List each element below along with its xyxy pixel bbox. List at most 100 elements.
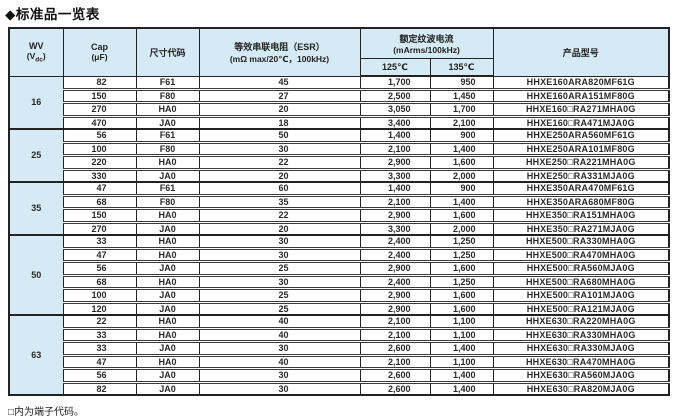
- product-model-value: HHXE630□RA470MHA0G: [492, 353, 670, 369]
- table-row: 33 JA0 30 2,600 1,400 HHXE630□RA330MJA0G: [9, 340, 670, 355]
- size-code-value: HA0: [135, 273, 200, 289]
- ripple-135-value: 1,600: [429, 300, 494, 315]
- ripple-125-value: 2,600: [359, 380, 431, 395]
- cap-value: 22: [62, 314, 137, 328]
- esr-value: 40: [198, 326, 361, 342]
- ripple-125-value: 2,600: [359, 340, 431, 355]
- product-model-value: HHXE630□RA820MJA0G: [492, 380, 670, 395]
- product-model-value: HHXE160□RA271MHA0G: [492, 101, 670, 116]
- ripple-header-line2: (mArms/100kHz): [393, 45, 460, 55]
- wv-header-line2: (Vdc): [26, 50, 46, 64]
- ripple-135-value: 1,450: [429, 87, 494, 103]
- cap-value: 150: [62, 87, 137, 103]
- table-row: 270 HA0 20 3,050 1,700 HHXE160□RA271MHA0G: [9, 101, 670, 116]
- table-row: 220 HA0 22 2,900 1,600 HHXE250□RA221MHA0G: [9, 154, 670, 169]
- ripple-135-value: 1,250: [429, 273, 494, 289]
- col-header-size: 尺寸代码: [135, 27, 200, 77]
- ripple-135-value: 1,400: [429, 367, 494, 382]
- ripple-135-value: 1,600: [429, 154, 494, 169]
- size-code-value: F61: [135, 76, 200, 89]
- table-row: 16 82 F61 45 1,700 950 HHXE160ARA820MF61G: [8, 76, 670, 129]
- ripple-135-value: 2,000: [429, 220, 494, 235]
- table-header: WV (Vdc) Cap (μF) 尺寸代码 等效串联电阻（ESR） (mΩ m…: [8, 27, 670, 77]
- ripple-125-value: 2,600: [359, 367, 431, 382]
- ripple-125-value: 2,100: [359, 193, 431, 209]
- esr-value: 30: [198, 380, 361, 395]
- table-row: 47 HA0 40 2,100 1,100 HHXE630□RA470MHA0G: [9, 353, 670, 369]
- size-code-value: HA0: [135, 326, 200, 342]
- table-row: 68 F80 35 2,100 1,400 HHXE350ARA680MF80G: [9, 193, 670, 209]
- size-code-value: JA0: [135, 167, 200, 182]
- cap-value: 56: [62, 260, 137, 275]
- size-code-value: JA0: [135, 300, 200, 315]
- product-model-value: HHXE500□RA560MJA0G: [492, 260, 670, 275]
- table-row: 25 56 F61 50 1,400 900 HHXE250ARA560MF61G: [8, 128, 670, 182]
- product-model-value: HHXE630□RA330MHA0G: [492, 326, 670, 342]
- cap-value: 56: [62, 367, 137, 382]
- ripple-135-value: 2,000: [429, 167, 494, 182]
- ripple-125-value: 2,900: [359, 154, 431, 169]
- cap-value: 270: [62, 220, 137, 235]
- product-model-value: HHXE160ARA820MF61G: [492, 76, 670, 89]
- col-header-135c: 135℃: [429, 58, 494, 77]
- col-header-model: 产品型号: [492, 27, 670, 77]
- cap-header-line1: Cap: [90, 42, 108, 53]
- cap-value: 270: [62, 101, 137, 116]
- product-model-value: HHXE250ARA101MF80G: [492, 140, 670, 156]
- ripple-125-value: 2,500: [359, 87, 431, 103]
- ripple-header-line1: 额定纹波电流: [399, 34, 454, 44]
- ripple-125-value: 3,300: [359, 167, 431, 182]
- product-model-value: HHXE500□RA121MJA0G: [492, 300, 670, 315]
- esr-value: 27: [198, 87, 361, 103]
- ripple-125-value: 2,900: [359, 207, 431, 222]
- product-model-value: HHXE350ARA470MF61G: [492, 181, 670, 195]
- esr-value: 20: [198, 101, 361, 116]
- product-model-value: HHXE250ARA560MF61G: [492, 128, 670, 142]
- ripple-135-value: 1,400: [429, 340, 494, 355]
- cap-value: 47: [62, 246, 137, 262]
- size-code-value: JA0: [135, 260, 200, 275]
- size-code-value: JA0: [135, 367, 200, 382]
- table-row: 150 F80 27 2,500 1,450 HHXE160ARA151MF80G: [9, 87, 670, 103]
- ripple-125-value: 2,100: [359, 326, 431, 342]
- size-code-value: JA0: [135, 287, 200, 302]
- ripple-135-value: 1,400: [429, 193, 494, 209]
- esr-value: 35: [198, 193, 361, 209]
- esr-value: 22: [198, 154, 361, 169]
- esr-value: 30: [198, 140, 361, 156]
- page-title: ◆标准品一览表: [5, 7, 100, 22]
- cap-value: 150: [62, 207, 137, 222]
- ripple-125-value: 3,300: [359, 220, 431, 235]
- ripple-125-value: 2,400: [359, 234, 431, 248]
- table-row: 330 JA0 20 3,300 2,000 HHXE250□RA331MJA0G: [9, 167, 670, 182]
- ripple-135-value: 1,400: [429, 380, 494, 395]
- table-row: 63 22 HA0 40 2,100 1,100 HHXE630□RA220MHA0G: [8, 314, 670, 395]
- ripple-125-value: 1,700: [359, 76, 431, 89]
- ripple-135-value: 1,100: [429, 326, 494, 342]
- ripple-125-value: 2,100: [359, 353, 431, 369]
- size-code-value: HA0: [135, 101, 200, 116]
- ripple-135-value: 2,100: [429, 114, 494, 129]
- esr-value: 25: [198, 300, 361, 315]
- size-code-value: JA0: [135, 380, 200, 395]
- size-code-value: F61: [135, 181, 200, 195]
- size-code-value: JA0: [135, 340, 200, 355]
- esr-value: 40: [198, 314, 361, 328]
- product-model-value: HHXE630□RA560MJA0G: [492, 367, 670, 382]
- table-row: 150 HA0 22 2,900 1,600 HHXE350□RA151MHA0G: [9, 207, 670, 222]
- size-code-value: HA0: [135, 154, 200, 169]
- cap-value: 82: [62, 76, 137, 89]
- table-row: 100 F80 30 2,100 1,400 HHXE250ARA101MF80G: [9, 140, 670, 156]
- ripple-135-value: 1,100: [429, 314, 494, 328]
- ripple-135-value: 1,250: [429, 234, 494, 248]
- ripple-125-value: 2,100: [359, 314, 431, 328]
- standard-products-table: WV (Vdc) Cap (μF) 尺寸代码 等效串联电阻（ESR） (mΩ m…: [8, 27, 670, 396]
- size-code-value: F80: [135, 193, 200, 209]
- esr-value: 25: [198, 287, 361, 302]
- ripple-125-value: 3,050: [359, 101, 431, 116]
- product-model-value: HHXE160□RA471MJA0G: [492, 114, 670, 129]
- cap-value: 470: [62, 114, 137, 129]
- col-header-wv: WV (Vdc): [8, 27, 64, 77]
- ripple-125-value: 2,400: [359, 273, 431, 289]
- esr-value: 30: [198, 367, 361, 382]
